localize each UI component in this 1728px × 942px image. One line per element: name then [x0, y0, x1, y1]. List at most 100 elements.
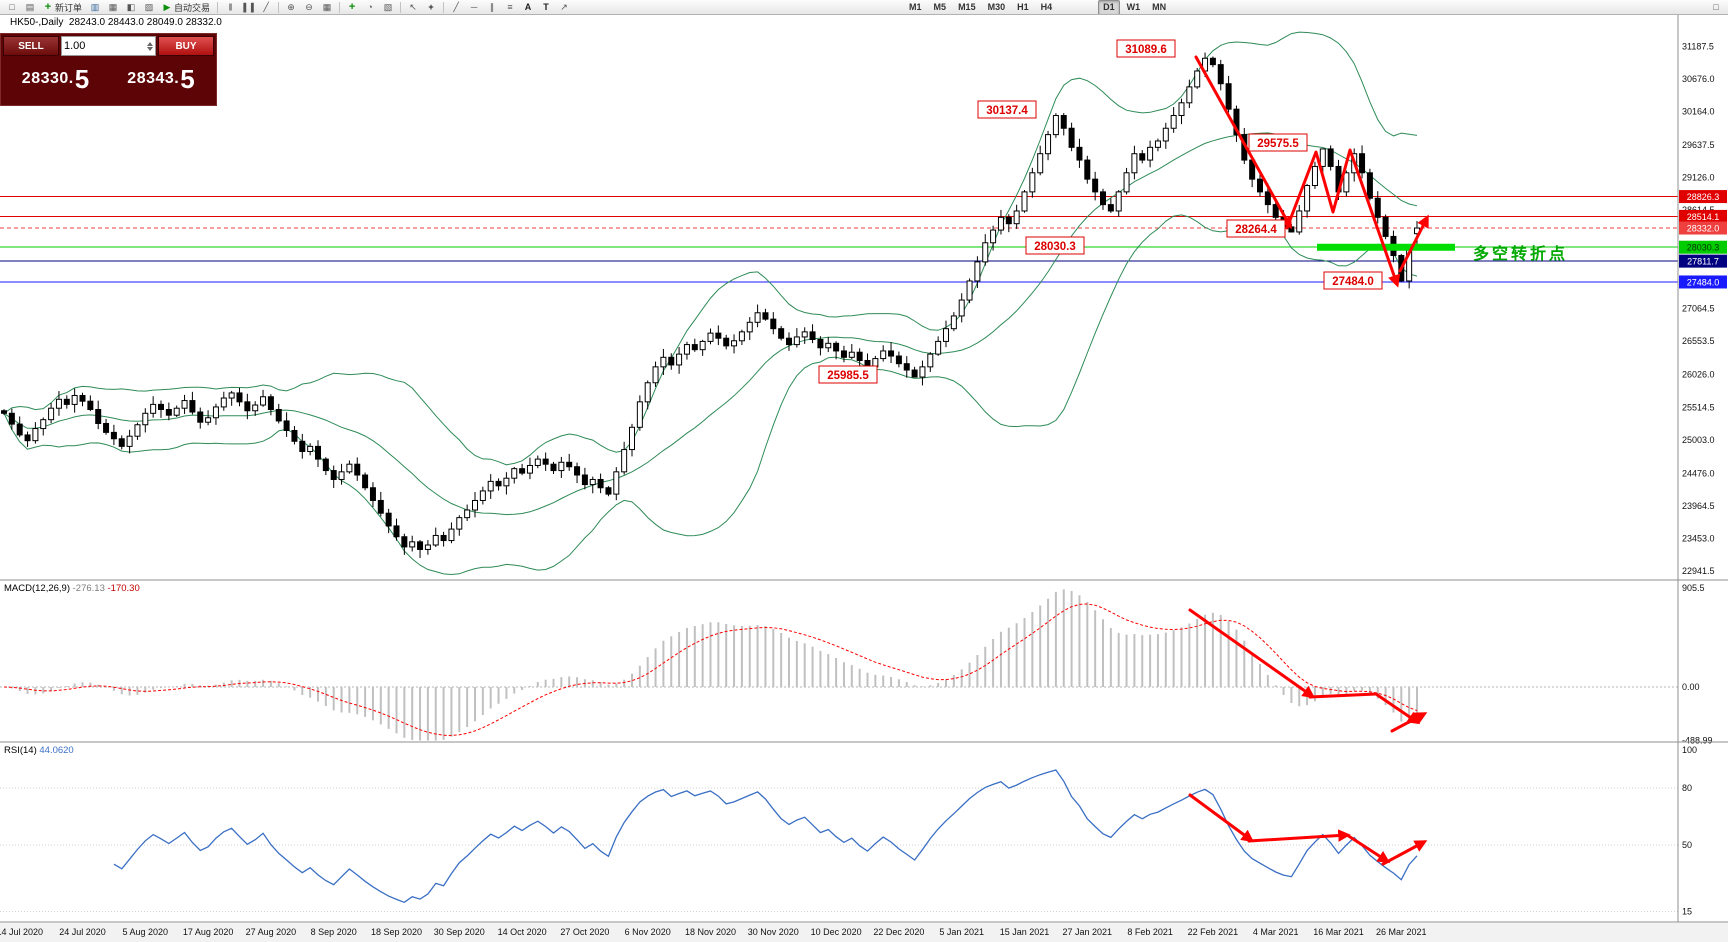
bar-chart-button[interactable]: ||| — [222, 0, 238, 14]
indicators-button[interactable]: + — [344, 0, 360, 14]
sell-price-big-digit: 5 — [74, 64, 90, 94]
svg-text:25514.5: 25514.5 — [1682, 402, 1715, 412]
svg-text:29126.0: 29126.0 — [1682, 173, 1715, 183]
timeframe-m1[interactable]: M1 — [909, 2, 922, 12]
navigator-button[interactable]: ◧ — [123, 0, 139, 14]
svg-text:8 Sep 2020: 8 Sep 2020 — [311, 927, 357, 937]
clock-icon: ◔ — [367, 1, 373, 12]
new-chart-button[interactable]: □ — [4, 0, 20, 14]
timeframe-h1[interactable]: H1 — [1017, 2, 1029, 12]
timeframe-m5[interactable]: M5 — [933, 2, 947, 12]
timeframe-mn[interactable]: MN — [1152, 2, 1167, 12]
sell-price[interactable]: 28330. 5 — [3, 56, 109, 102]
fibonacci-icon: ≡ — [507, 1, 513, 12]
svg-text:27484.0: 27484.0 — [1687, 277, 1720, 287]
svg-text:31089.6: 31089.6 — [1125, 44, 1167, 56]
svg-text:31187.5: 31187.5 — [1682, 41, 1714, 51]
svg-text:30 Sep 2020: 30 Sep 2020 — [434, 927, 485, 937]
svg-text:23453.0: 23453.0 — [1682, 533, 1715, 543]
toolbar-right-group: □ — [1707, 0, 1725, 14]
tile-windows-button[interactable]: ▦ — [319, 0, 335, 14]
bars-icon: ||| — [228, 3, 232, 11]
buy-button[interactable]: BUY — [158, 36, 214, 56]
volume-value: 1.00 — [64, 40, 86, 52]
svg-text:27064.5: 27064.5 — [1682, 304, 1715, 314]
crosshair-button[interactable]: + — [423, 0, 439, 14]
fibonacci-button[interactable]: ≡ — [502, 0, 518, 14]
spinner-down-icon[interactable] — [147, 46, 153, 51]
sell-button[interactable]: SELL — [3, 36, 59, 56]
svg-text:4 Mar 2021: 4 Mar 2021 — [1253, 927, 1299, 937]
svg-text:50: 50 — [1682, 840, 1692, 850]
plus-icon: + — [44, 0, 52, 13]
text-button[interactable]: A — [520, 0, 536, 14]
toolbar-separator — [400, 1, 402, 13]
svg-text:26553.5: 26553.5 — [1682, 336, 1715, 346]
trendline-icon: ╱ — [453, 1, 459, 12]
macd-main-value: -276.13 — [72, 583, 105, 594]
sell-price-main: 28330. — [21, 70, 74, 87]
profiles-button[interactable]: ▤ — [22, 0, 38, 14]
svg-text:28030.3: 28030.3 — [1034, 241, 1076, 253]
volume-input[interactable]: 1.00 — [61, 36, 156, 56]
svg-text:15 Jan 2021: 15 Jan 2021 — [1000, 927, 1050, 937]
crosshair-icon: + — [428, 1, 434, 12]
timeframe-h4[interactable]: H4 — [1040, 2, 1053, 12]
rsi-indicator-label: RSI(14) 44.0620 — [4, 745, 74, 756]
toolbar-left-group: □ ▤ + 新订单 ▥ ▦ ◧ ▨ ▶ 自动交易 ||| ▌▐ ╱ ⊕ ⊖ ▦ + ◔ ▧ ↖ + ╱ ─ ∥ ≡ A T ↗ — [3, 0, 573, 14]
svg-text:29637.5: 29637.5 — [1682, 140, 1715, 150]
svg-text:23964.5: 23964.5 — [1682, 501, 1715, 511]
svg-text:25003.0: 25003.0 — [1682, 435, 1715, 445]
svg-text:14 Oct 2020: 14 Oct 2020 — [498, 927, 547, 937]
terminal-icon: ▨ — [144, 1, 154, 12]
autotrading-button[interactable]: ▶ 自动交易 — [159, 0, 213, 14]
timeframe-m15[interactable]: M15 — [958, 2, 976, 12]
volume-spinner[interactable] — [147, 41, 153, 51]
arrows-button[interactable]: ↗ — [556, 0, 572, 14]
candlestick-chart-button[interactable]: ▌▐ — [240, 0, 256, 14]
arrow-symbol-icon: ↗ — [560, 1, 568, 12]
template-icon: ▧ — [383, 1, 393, 12]
buy-price[interactable]: 28343. 5 — [109, 56, 215, 102]
buy-price-big-digit: 5 — [180, 64, 196, 94]
equidistant-channel-button[interactable]: ∥ — [484, 0, 500, 14]
svg-text:22 Dec 2020: 22 Dec 2020 — [873, 927, 924, 937]
trendline-button[interactable]: ╱ — [448, 0, 464, 14]
horizontal-line-button[interactable]: ─ — [466, 0, 482, 14]
data-window-button[interactable]: ▦ — [105, 0, 121, 14]
zoom-out-button[interactable]: ⊖ — [301, 0, 317, 14]
svg-text:10 Dec 2020: 10 Dec 2020 — [811, 927, 862, 937]
svg-text:30676.0: 30676.0 — [1682, 74, 1715, 84]
svg-text:25985.5: 25985.5 — [827, 370, 869, 382]
timeframe-w1[interactable]: W1 — [1126, 2, 1141, 12]
svg-text:29575.5: 29575.5 — [1257, 138, 1299, 150]
market-watch-button[interactable]: ▥ — [87, 0, 103, 14]
cursor-icon: ↖ — [409, 1, 417, 12]
zoom-out-icon: ⊖ — [305, 1, 313, 12]
svg-text:0.00: 0.00 — [1682, 682, 1700, 692]
timeframe-m30[interactable]: M30 — [987, 2, 1006, 12]
macd-signal-value: -170.30 — [107, 583, 140, 594]
cursor-button[interactable]: ↖ — [405, 0, 421, 14]
zoom-in-button[interactable]: ⊕ — [283, 0, 299, 14]
timeframe-d1[interactable]: D1 — [1098, 0, 1120, 14]
periods-button[interactable]: ◔ — [362, 0, 378, 14]
line-chart-button[interactable]: ╱ — [258, 0, 274, 14]
market-watch-icon: ▥ — [90, 1, 100, 12]
spinner-up-icon[interactable] — [147, 41, 153, 46]
ohlc-values: 28243.0 28443.0 28049.0 28332.0 — [68, 17, 222, 28]
terminal-button[interactable]: ▨ — [141, 0, 157, 14]
turning-point-note: 多空转折点 — [1473, 246, 1569, 263]
one-click-trading-panel: SELL 1.00 BUY 28330. 5 28343. 5 — [0, 33, 217, 106]
autotrading-button-label: 自动交易 — [174, 2, 211, 13]
docking-button[interactable]: □ — [1708, 0, 1724, 14]
new-order-button[interactable]: + 新订单 — [40, 0, 85, 14]
svg-text:27 Jan 2021: 27 Jan 2021 — [1063, 927, 1113, 937]
svg-text:30164.0: 30164.0 — [1682, 106, 1715, 116]
label-icon: T — [543, 1, 549, 12]
text-label-button[interactable]: T — [538, 0, 554, 14]
templates-button[interactable]: ▧ — [380, 0, 396, 14]
svg-text:24476.0: 24476.0 — [1682, 468, 1715, 478]
svg-text:18 Sep 2020: 18 Sep 2020 — [371, 927, 422, 937]
